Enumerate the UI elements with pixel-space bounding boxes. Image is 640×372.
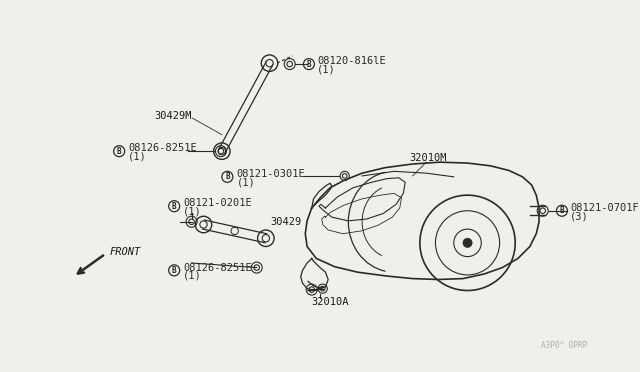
Text: 32010M: 32010M	[409, 153, 446, 163]
Text: 08126-8251E: 08126-8251E	[183, 263, 252, 273]
Text: 08121-0701F: 08121-0701F	[570, 203, 639, 213]
Text: 08121-0201E: 08121-0201E	[183, 198, 252, 208]
Text: (1): (1)	[183, 271, 202, 281]
Text: B: B	[559, 206, 564, 215]
Text: 32010A: 32010A	[312, 296, 349, 307]
Text: 30429M: 30429M	[154, 111, 191, 121]
Text: (1): (1)	[129, 152, 147, 162]
Text: B: B	[117, 147, 122, 155]
Text: B: B	[172, 202, 177, 211]
Text: 30429: 30429	[271, 217, 301, 227]
Text: 08126-8251E: 08126-8251E	[129, 144, 197, 153]
Text: (1): (1)	[317, 65, 336, 74]
Text: 08121-0301E: 08121-0301E	[237, 169, 305, 179]
Text: FRONT: FRONT	[110, 247, 141, 257]
Text: (1): (1)	[183, 207, 202, 217]
Text: B: B	[172, 266, 177, 275]
Text: B: B	[225, 172, 230, 181]
Text: (1): (1)	[237, 177, 255, 187]
Text: 08120-816lE: 08120-816lE	[317, 56, 386, 66]
Circle shape	[463, 238, 472, 247]
Text: B: B	[307, 60, 311, 68]
Text: A3P0^ 0PRP: A3P0^ 0PRP	[541, 341, 587, 350]
Text: (3): (3)	[570, 211, 589, 221]
